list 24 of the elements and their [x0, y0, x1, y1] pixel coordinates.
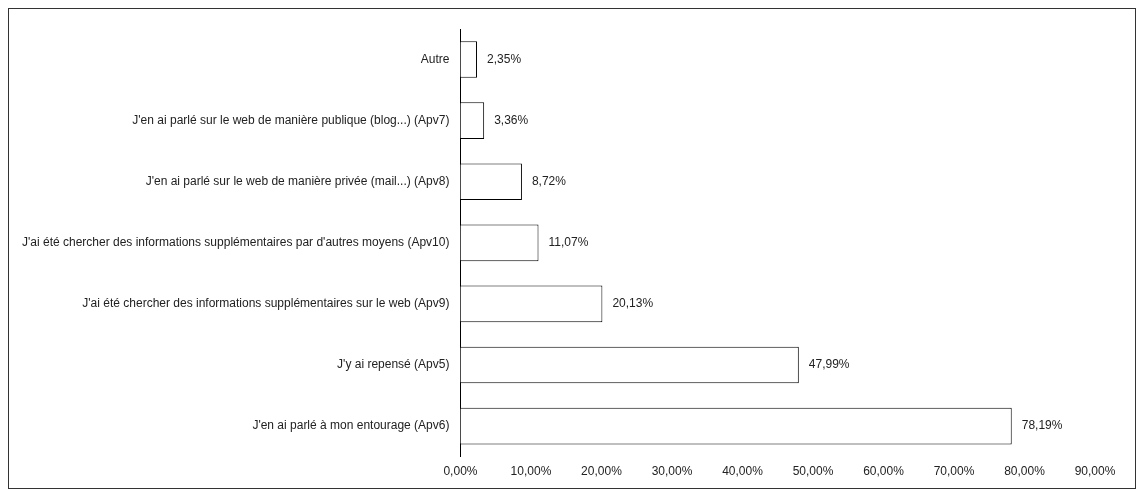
- data-label: 47,99%: [808, 357, 850, 372]
- x-tick-label: 0,00%: [443, 464, 478, 479]
- x-tick-label: 80,00%: [1004, 464, 1046, 479]
- data-label: 3,36%: [494, 112, 529, 127]
- x-tick-label: 10,00%: [510, 464, 552, 479]
- x-tick-label: 50,00%: [792, 464, 834, 479]
- y-tick-label: Autre: [420, 51, 450, 66]
- data-label: 20,13%: [612, 296, 654, 311]
- y-tick-label: J'en ai parlé à mon entourage (Apv6): [252, 418, 450, 433]
- x-tick-label: 60,00%: [863, 464, 905, 479]
- y-tick-label: J'ai été chercher des informations supplémentaires sur le web (Apv9): [82, 296, 450, 311]
- x-tick-label: 30,00%: [651, 464, 693, 479]
- x-tick-label: 20,00%: [581, 464, 623, 479]
- data-label: 8,72%: [531, 174, 567, 189]
- data-label: 2,35%: [487, 51, 522, 66]
- y-tick-label: J'en ai parlé sur le web de manière publique (blog...) (Apv7): [132, 112, 450, 127]
- x-tick-label: 40,00%: [722, 464, 764, 479]
- y-tick-label: J'y ai repensé (Apv5): [337, 357, 450, 372]
- y-tick-label: J'ai été chercher des informations supplémentaires par d'autres moyens (Apv10): [21, 235, 450, 250]
- x-tick-label: 90,00%: [1074, 464, 1116, 479]
- y-tick-label: J'en ai parlé sur le web de manière privée (mail...) (Apv8): [145, 174, 450, 189]
- data-label: 78,19%: [1021, 418, 1063, 433]
- x-tick-label: 70,00%: [933, 464, 975, 479]
- data-label: 11,07%: [548, 235, 589, 250]
